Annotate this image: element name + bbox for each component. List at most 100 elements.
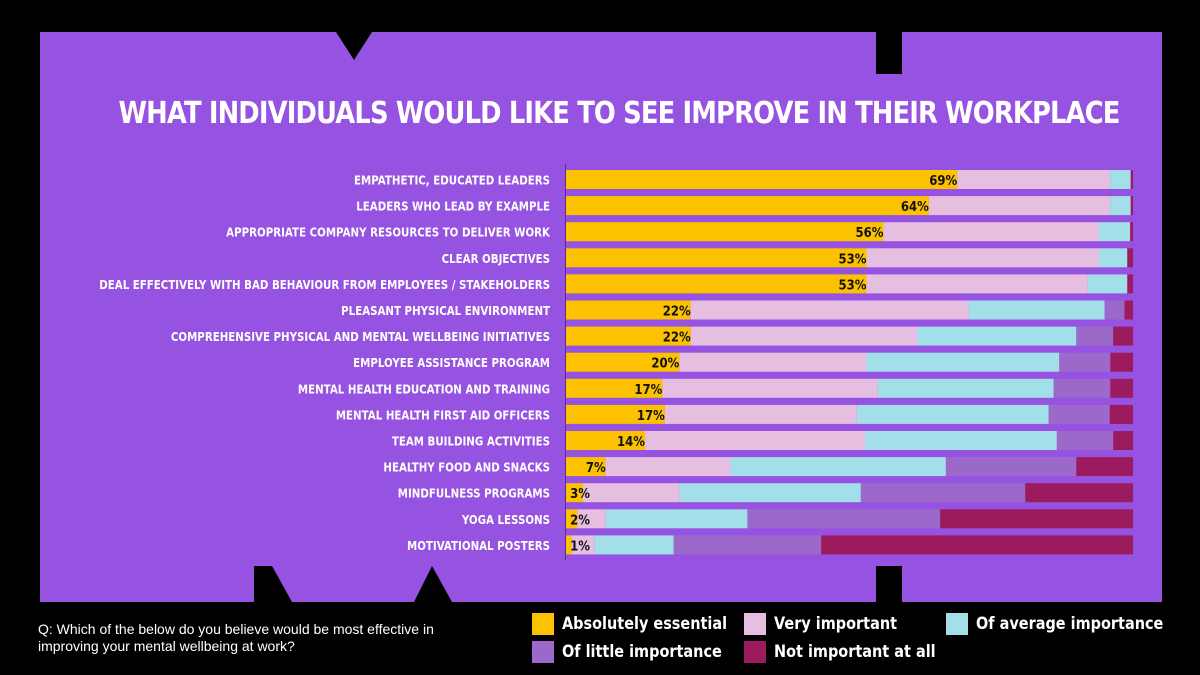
legend-label: Of little importance [562,642,722,662]
bar-of-average-importance-row-6 [968,300,1105,320]
bar-absolutely-essential-row-10 [566,404,665,424]
data-label: 7% [586,461,606,476]
category-label: MOTIVATIONAL POSTERS [407,538,550,553]
legend-swatch-not-important-at-all [744,641,766,663]
bar-of-little-importance-row-13 [860,483,1026,503]
bar-not-important-at-all-row-8 [1110,352,1133,372]
bar-of-little-importance-row-11 [1056,431,1114,450]
survey-question: Q: Which of the below do you believe wou… [38,621,434,654]
legend-swatch-of-little-importance [532,641,554,663]
bar-of-average-importance-row-10 [856,404,1049,424]
bar-not-important-at-all-row-13 [1025,483,1133,503]
bar-very-important-row-1 [957,170,1111,189]
legend-swatch-absolutely-essential [532,613,554,635]
bar-absolutely-essential-row-9 [566,378,663,398]
bar-very-important-row-13 [583,483,680,503]
bar-absolutely-essential-row-15 [566,535,572,555]
bar-of-little-importance-row-14 [747,509,941,529]
bar-absolutely-essential-row-6 [566,300,691,320]
legend-swatch-very-important [744,613,766,635]
bar-very-important-row-14 [577,509,606,529]
category-label: HEALTHY FOOD AND SNACKS [383,460,550,475]
bar-of-little-importance-row-9 [1053,378,1111,398]
chart-title: WHAT INDIVIDUALS WOULD LIKE TO SEE IMPRO… [118,96,1121,131]
bar-absolutely-essential-row-4 [566,248,867,268]
bar-absolutely-essential-row-1 [566,170,958,189]
bar-very-important-row-4 [866,248,1099,268]
category-label: MENTAL HEALTH FIRST AID OFFICERS [336,407,550,422]
data-label: 17% [637,408,665,423]
data-label: 64% [901,200,929,215]
bar-of-average-importance-row-12 [730,457,946,477]
bar-not-important-at-all-row-9 [1110,378,1133,398]
category-label: YOGA LESSONS [461,512,550,527]
data-label: 53% [839,278,867,293]
category-label: CLEAR OBJECTIVES [442,251,550,266]
bar-absolutely-essential-row-14 [566,509,578,529]
bar-absolutely-essential-row-3 [566,222,884,242]
bar-not-important-at-all-row-5 [1127,274,1133,294]
bar-very-important-row-6 [690,300,969,320]
data-labels-group: 69%64% 56% 53% 53% 22% 22% 20% 17% 17% 14% 7% 3% 2% 1… [570,173,957,553]
data-label: 3% [570,487,590,502]
legend-label: Not important at all [774,642,936,662]
category-labels-group: EMPATHETIC, EDUCATED LEADERS LEADERS WHO … [99,172,551,553]
legend-item-absolutely-essential: Absolutely essential [532,612,756,636]
bar-absolutely-essential-row-12 [566,457,606,477]
category-label: LEADERS WHO LEAD BY EXAMPLE [356,199,550,214]
bar-absolutely-essential-row-11 [566,431,645,450]
bar-not-important-at-all-row-7 [1113,326,1133,346]
data-label: 2% [570,513,590,528]
category-label: COMPREHENSIVE PHYSICAL AND MENTAL WELLBE… [171,329,550,344]
data-label: 17% [634,382,662,397]
bar-of-average-importance-row-4 [1098,248,1128,268]
bar-not-important-at-all-row-14 [940,509,1133,529]
bar-of-average-importance-row-2 [1110,196,1131,216]
bar-very-important-row-3 [883,222,1099,242]
bar-absolutely-essential-row-2 [566,196,929,216]
bar-of-average-importance-row-1 [1110,170,1131,189]
data-label: 56% [856,226,884,241]
legend-swatch-of-average-importance [946,613,968,635]
bar-of-average-importance-row-13 [679,483,861,503]
bar-of-little-importance-row-15 [673,535,822,555]
bar-absolutely-essential-row-7 [566,326,691,346]
bar-not-important-at-all-row-10 [1109,404,1133,424]
data-label: 53% [839,252,867,267]
bar-very-important-row-12 [605,457,731,477]
bar-not-important-at-all-row-4 [1127,248,1133,268]
data-label: 20% [651,356,679,371]
bar-very-important-row-9 [662,378,878,398]
data-label: 69% [929,173,957,188]
bar-of-average-importance-row-11 [865,431,1057,450]
bar-very-important-row-2 [928,196,1111,216]
bar-very-important-row-7 [690,326,918,346]
bar-of-average-importance-row-9 [877,378,1054,398]
bar-of-average-importance-row-7 [917,326,1077,346]
data-label: 22% [663,304,691,319]
legend-item-not-important-at-all: Not important at all [744,640,964,664]
category-label: EMPLOYEE ASSISTANCE PROGRAM [353,355,550,370]
bar-very-important-row-10 [664,404,857,424]
bar-absolutely-essential-row-5 [566,274,867,294]
bar-absolutely-essential-row-13 [566,483,584,503]
bar-of-little-importance-row-6 [1104,300,1125,320]
category-label: MENTAL HEALTH EDUCATION AND TRAINING [298,381,550,396]
category-label: TEAM BUILDING ACTIVITIES [392,433,550,448]
bar-not-important-at-all-row-15 [821,535,1133,555]
bar-of-average-importance-row-15 [594,535,674,555]
bar-absolutely-essential-row-8 [566,352,680,372]
bar-of-little-importance-row-12 [945,457,1077,477]
legend-item-of-average-importance: Of average importance [946,612,1196,636]
bars-group [566,170,1133,555]
bar-of-average-importance-row-3 [1098,222,1131,242]
legend-item-very-important: Very important [744,612,919,636]
legend-item-of-little-importance: Of little importance [532,640,750,664]
data-label: 1% [570,539,590,554]
bar-not-important-at-all-row-3 [1130,222,1133,242]
legend-label: Absolutely essential [562,614,728,634]
category-label: APPROPRIATE COMPANY RESOURCES TO DELIVER… [226,225,551,240]
bar-very-important-row-11 [644,431,866,450]
bar-of-average-importance-row-8 [866,352,1060,372]
